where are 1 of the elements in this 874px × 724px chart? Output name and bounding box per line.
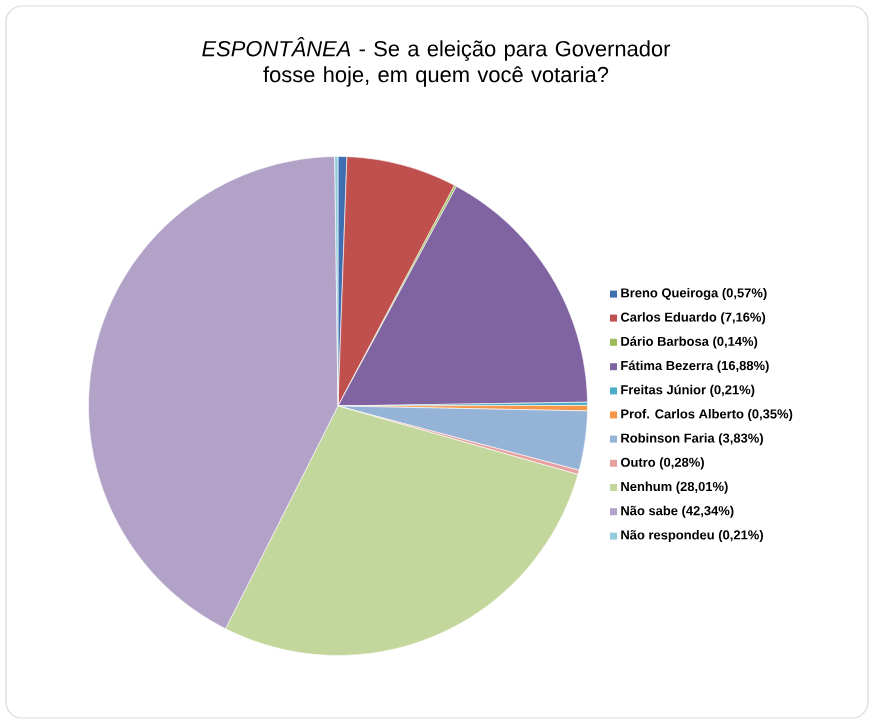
chart-title: ESPONTÂNEA - Se a eleição para Governador fosse hoje, em quem você votaria?: [202, 37, 671, 87]
